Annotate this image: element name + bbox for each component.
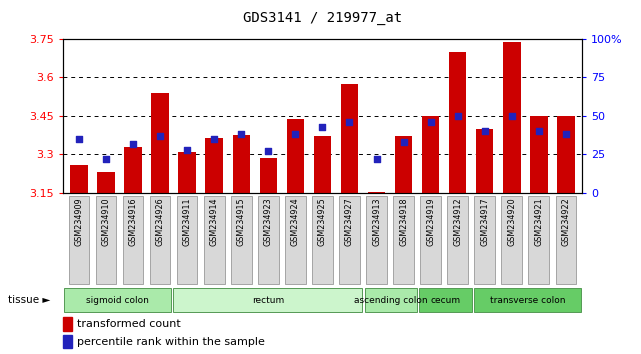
Text: GSM234918: GSM234918 xyxy=(399,198,408,246)
Bar xyxy=(476,129,494,193)
Text: GSM234913: GSM234913 xyxy=(372,198,381,246)
Text: transverse colon: transverse colon xyxy=(490,296,565,304)
Text: GSM234910: GSM234910 xyxy=(101,198,111,246)
FancyBboxPatch shape xyxy=(231,196,251,284)
Text: percentile rank within the sample: percentile rank within the sample xyxy=(78,337,265,347)
Bar xyxy=(206,138,223,193)
Point xyxy=(506,113,517,119)
Bar xyxy=(313,136,331,193)
FancyBboxPatch shape xyxy=(69,196,89,284)
Text: GSM234914: GSM234914 xyxy=(210,198,219,246)
FancyBboxPatch shape xyxy=(556,196,576,284)
Text: sigmoid colon: sigmoid colon xyxy=(86,296,149,304)
Text: GSM234915: GSM234915 xyxy=(237,198,246,246)
Text: cecum: cecum xyxy=(430,296,460,304)
Point xyxy=(155,133,165,139)
Point xyxy=(344,119,354,125)
Text: GSM234912: GSM234912 xyxy=(453,198,462,246)
Text: GSM234923: GSM234923 xyxy=(264,198,273,246)
Point xyxy=(371,156,381,162)
FancyBboxPatch shape xyxy=(474,196,495,284)
Bar xyxy=(233,135,250,193)
FancyBboxPatch shape xyxy=(339,196,360,284)
Point xyxy=(236,132,246,137)
Bar xyxy=(503,41,520,193)
Point xyxy=(263,149,274,154)
Bar xyxy=(63,317,72,331)
Point xyxy=(561,132,571,137)
Text: GSM234916: GSM234916 xyxy=(129,198,138,246)
Bar xyxy=(395,136,412,193)
Bar xyxy=(97,172,115,193)
Text: GSM234920: GSM234920 xyxy=(507,198,516,246)
FancyBboxPatch shape xyxy=(258,196,279,284)
Point xyxy=(534,129,544,134)
FancyBboxPatch shape xyxy=(204,196,224,284)
FancyBboxPatch shape xyxy=(420,196,441,284)
Text: GSM234926: GSM234926 xyxy=(156,198,165,246)
Text: GSM234921: GSM234921 xyxy=(534,198,544,246)
Point xyxy=(399,139,409,145)
Text: GDS3141 / 219977_at: GDS3141 / 219977_at xyxy=(243,11,402,25)
Bar xyxy=(530,116,547,193)
FancyBboxPatch shape xyxy=(64,287,171,313)
Text: GSM234919: GSM234919 xyxy=(426,198,435,246)
FancyBboxPatch shape xyxy=(285,196,306,284)
Text: ascending colon: ascending colon xyxy=(354,296,428,304)
Bar xyxy=(178,152,196,193)
Bar xyxy=(557,116,574,193)
FancyBboxPatch shape xyxy=(177,196,197,284)
Point xyxy=(74,136,84,142)
Bar xyxy=(260,158,277,193)
FancyBboxPatch shape xyxy=(123,196,144,284)
FancyBboxPatch shape xyxy=(173,287,362,313)
Text: rectum: rectum xyxy=(252,296,284,304)
Point xyxy=(290,132,301,137)
Text: transformed count: transformed count xyxy=(78,319,181,329)
FancyBboxPatch shape xyxy=(419,287,472,313)
Bar xyxy=(71,165,88,193)
FancyBboxPatch shape xyxy=(474,287,581,313)
FancyBboxPatch shape xyxy=(96,196,117,284)
Text: GSM234911: GSM234911 xyxy=(183,198,192,246)
Point xyxy=(317,124,328,130)
Point xyxy=(209,136,219,142)
Text: tissue ►: tissue ► xyxy=(8,295,51,305)
Text: GSM234924: GSM234924 xyxy=(291,198,300,246)
Point xyxy=(426,119,436,125)
Bar xyxy=(63,335,72,348)
Text: GSM234927: GSM234927 xyxy=(345,198,354,246)
Point xyxy=(128,141,138,147)
Point xyxy=(101,156,112,162)
FancyBboxPatch shape xyxy=(150,196,171,284)
Bar xyxy=(124,147,142,193)
FancyBboxPatch shape xyxy=(312,196,333,284)
FancyBboxPatch shape xyxy=(447,196,468,284)
Point xyxy=(479,129,490,134)
Text: GSM234917: GSM234917 xyxy=(480,198,489,246)
Text: GSM234922: GSM234922 xyxy=(562,198,570,246)
FancyBboxPatch shape xyxy=(365,287,417,313)
Bar xyxy=(449,52,467,193)
Text: GSM234925: GSM234925 xyxy=(318,198,327,246)
Bar xyxy=(422,116,439,193)
Text: GSM234909: GSM234909 xyxy=(74,198,83,246)
Point xyxy=(182,147,192,153)
Point xyxy=(453,113,463,119)
Bar xyxy=(287,119,304,193)
FancyBboxPatch shape xyxy=(501,196,522,284)
FancyBboxPatch shape xyxy=(366,196,387,284)
FancyBboxPatch shape xyxy=(394,196,414,284)
Bar xyxy=(151,93,169,193)
Bar xyxy=(340,84,358,193)
Bar xyxy=(368,192,385,193)
FancyBboxPatch shape xyxy=(528,196,549,284)
